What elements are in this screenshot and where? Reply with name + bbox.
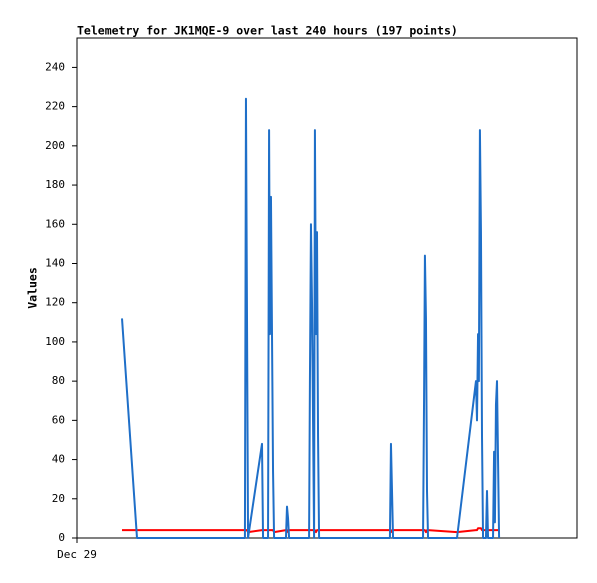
y-tick-label: 200: [45, 139, 65, 152]
chart-title: Telemetry for JK1MQE-9 over last 240 hou…: [77, 24, 458, 38]
y-axis-label: Values: [26, 267, 40, 309]
y-tick-label: 80: [52, 374, 65, 387]
y-tick-label: 220: [45, 100, 65, 113]
data-line: [121, 97, 501, 539]
y-tick-label: 20: [52, 492, 65, 505]
y-tick-label: 40: [52, 453, 65, 466]
y-tick-label: 160: [45, 217, 65, 230]
y-tick-label: 180: [45, 178, 65, 191]
y-tick-label: 0: [58, 531, 65, 544]
y-tick-label: 240: [45, 60, 65, 73]
y-tick-label: 140: [45, 256, 65, 269]
x-tick-label: Dec 29: [57, 548, 97, 561]
y-tick-label: 60: [52, 413, 65, 426]
y-tick-label: 100: [45, 335, 65, 348]
y-tick-label: 120: [45, 296, 65, 309]
